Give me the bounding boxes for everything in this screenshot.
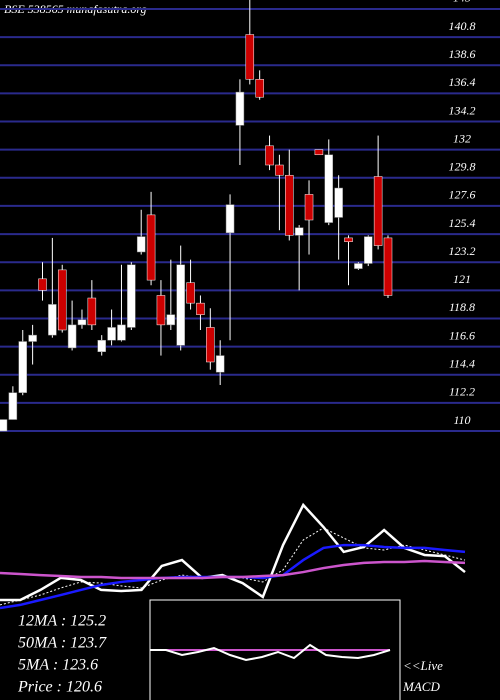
y-tick-label: 140.8 bbox=[449, 19, 476, 33]
candle-body bbox=[275, 164, 284, 176]
y-tick-label: 129.8 bbox=[449, 160, 476, 174]
candle-body bbox=[48, 304, 57, 336]
candle-body bbox=[206, 327, 215, 363]
candle-body bbox=[97, 339, 106, 352]
indicator-line bbox=[0, 559, 466, 580]
candle-body bbox=[235, 91, 245, 126]
y-tick-label: 138.6 bbox=[449, 47, 476, 61]
candle-body bbox=[314, 149, 324, 156]
y-tick-label: 125.4 bbox=[449, 216, 476, 230]
macd-label: MACD bbox=[402, 679, 440, 694]
candle-body bbox=[225, 204, 235, 234]
candle-body bbox=[28, 334, 37, 342]
y-tick-label: 110 bbox=[453, 413, 470, 427]
candle-body bbox=[176, 264, 185, 346]
candle-body bbox=[364, 236, 373, 264]
candle-body bbox=[383, 237, 393, 296]
candle-body bbox=[57, 269, 67, 331]
y-tick-label: 116.6 bbox=[449, 328, 475, 342]
candle-body bbox=[127, 264, 136, 328]
y-tick-label: 118.8 bbox=[449, 300, 475, 314]
candle-body bbox=[107, 327, 116, 341]
y-tick-label: 127.6 bbox=[449, 188, 476, 202]
candle-body bbox=[334, 187, 343, 218]
y-tick-label: 123.2 bbox=[449, 244, 476, 258]
candle-body bbox=[324, 154, 334, 223]
candle-body bbox=[156, 295, 166, 326]
candle-body bbox=[354, 263, 363, 269]
ma-label: 12MA : 125.2 bbox=[18, 613, 106, 630]
candle-body bbox=[215, 355, 225, 373]
candle-body bbox=[77, 319, 87, 326]
y-tick-label: 132 bbox=[453, 131, 471, 145]
candle-body bbox=[285, 174, 294, 236]
candle-body bbox=[294, 227, 304, 236]
candle-body bbox=[186, 282, 195, 304]
candle-body bbox=[265, 145, 274, 166]
candle-body bbox=[0, 419, 8, 432]
candle-body bbox=[38, 278, 47, 291]
candle-body bbox=[344, 237, 353, 242]
candle-body bbox=[255, 79, 264, 98]
ma-label: 5MA : 123.6 bbox=[18, 657, 98, 674]
candle-body bbox=[373, 176, 383, 246]
candle-body bbox=[166, 314, 176, 326]
candle-body bbox=[136, 236, 146, 253]
macd-line bbox=[150, 643, 391, 662]
y-tick-label: 114.4 bbox=[449, 357, 475, 371]
candle-body bbox=[117, 324, 126, 341]
candle-body bbox=[67, 324, 77, 349]
y-tick-label: 134.2 bbox=[449, 103, 476, 117]
price-label: Price : 120.6 bbox=[17, 679, 102, 696]
live-label: <<Live bbox=[403, 658, 443, 673]
indicator-line bbox=[0, 502, 466, 602]
y-tick-label: 121 bbox=[453, 272, 471, 286]
y-tick-label: 112.2 bbox=[449, 385, 475, 399]
macd-box bbox=[149, 599, 401, 700]
candle-body bbox=[8, 392, 18, 420]
indicator-line bbox=[0, 527, 466, 606]
candle-body bbox=[304, 194, 314, 221]
candle-body bbox=[87, 297, 97, 326]
candle-body bbox=[245, 34, 255, 80]
candle-body bbox=[18, 341, 27, 393]
y-tick-label: 136.4 bbox=[449, 75, 476, 89]
candle-body bbox=[196, 302, 205, 315]
ma-label: 50MA : 123.7 bbox=[18, 635, 107, 652]
y-tick-label: 143 bbox=[453, 0, 471, 5]
candle-body bbox=[146, 214, 156, 281]
